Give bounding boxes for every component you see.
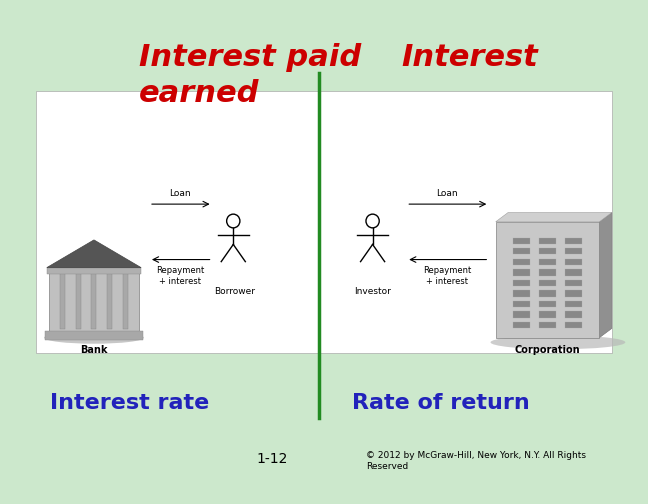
Bar [538, 259, 557, 265]
Text: Interest paid: Interest paid [139, 43, 362, 73]
Bar [123, 270, 128, 329]
Bar [564, 280, 583, 286]
Bar [513, 259, 531, 265]
Bar [564, 290, 583, 297]
Bar [513, 269, 531, 276]
Text: 1-12: 1-12 [257, 452, 288, 466]
Bar [538, 290, 557, 297]
Text: Interest: Interest [402, 43, 538, 73]
Bar [76, 270, 80, 329]
Text: Rate of return: Rate of return [352, 393, 529, 413]
Bar [564, 311, 583, 318]
Text: Repayment
+ interest: Repayment + interest [156, 266, 204, 285]
Text: Repayment
+ interest: Repayment + interest [423, 266, 471, 285]
Bar [513, 301, 531, 307]
Bar [564, 237, 583, 244]
Ellipse shape [491, 335, 625, 349]
Bar [538, 322, 557, 329]
Polygon shape [47, 240, 141, 268]
Bar [496, 222, 599, 338]
Text: Interest rate: Interest rate [50, 393, 209, 413]
Text: Loan: Loan [169, 189, 191, 198]
Polygon shape [599, 213, 612, 338]
Bar [36, 91, 612, 353]
Text: © 2012 by McGraw-Hill, New York, N.Y. All Rights
Reserved: © 2012 by McGraw-Hill, New York, N.Y. Al… [366, 452, 586, 471]
Bar [513, 248, 531, 255]
Bar [538, 311, 557, 318]
Bar [60, 270, 65, 329]
Bar [91, 270, 97, 329]
Ellipse shape [44, 332, 144, 344]
Bar [47, 268, 141, 274]
Bar [45, 331, 143, 340]
Bar [49, 267, 139, 333]
Bar [513, 311, 531, 318]
Bar [513, 280, 531, 286]
Bar [538, 301, 557, 307]
Text: earned: earned [139, 79, 260, 108]
Polygon shape [496, 213, 612, 222]
Bar [564, 259, 583, 265]
Bar [108, 270, 112, 329]
Text: Loan: Loan [436, 189, 458, 198]
Bar [564, 248, 583, 255]
Bar [538, 248, 557, 255]
Text: Corporation: Corporation [515, 345, 581, 355]
Bar [513, 322, 531, 329]
Bar [564, 322, 583, 329]
Text: Investor: Investor [354, 287, 391, 296]
Text: Bank: Bank [80, 345, 108, 355]
Text: Borrower: Borrower [214, 287, 255, 296]
Bar [538, 269, 557, 276]
Bar [564, 301, 583, 307]
Bar [513, 290, 531, 297]
Bar [513, 237, 531, 244]
Bar [564, 269, 583, 276]
Bar [538, 237, 557, 244]
Bar [538, 280, 557, 286]
